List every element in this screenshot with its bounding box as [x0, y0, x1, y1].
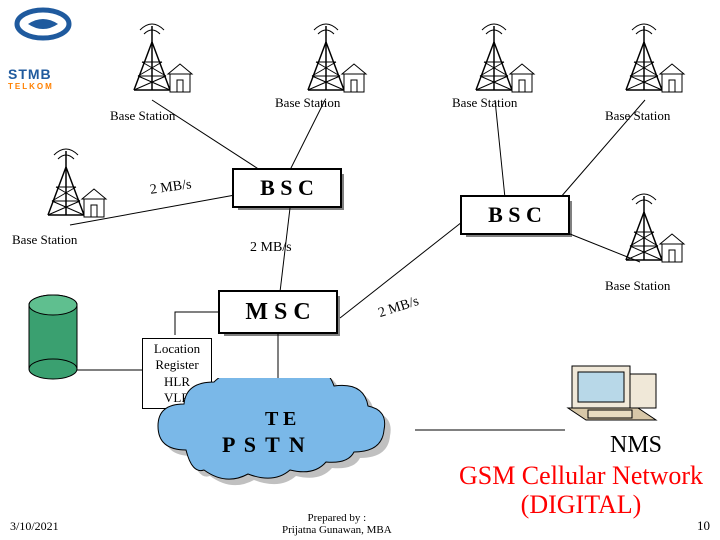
bs-label-2: Base Station — [275, 95, 340, 111]
title-line2: (DIGITAL) — [521, 490, 642, 519]
speed-2: 2 MB/s — [250, 240, 292, 256]
bsc2-text: B S C — [488, 202, 542, 227]
database-icon — [26, 293, 80, 383]
pstn-label: P S T N — [222, 432, 307, 458]
prep-line2: Prijatna Gunawan, MBA — [282, 524, 392, 536]
speed-3: 2 MB/s — [377, 294, 422, 322]
footer-page: 10 — [697, 518, 710, 534]
bsc1-text: B S C — [260, 175, 314, 200]
bs-label-4: Base Station — [605, 108, 670, 124]
logo-text-bottom: TELKOM — [8, 82, 78, 91]
lr-line2: Register — [143, 357, 211, 373]
bs-label-5: Base Station — [12, 232, 77, 248]
bsc-box-2: B S C — [460, 195, 570, 235]
diagram-title: GSM Cellular Network (DIGITAL) — [452, 462, 710, 519]
bs-label-3: Base Station — [452, 95, 517, 111]
te-label: T E — [265, 408, 296, 431]
logo: STMB TELKOM — [8, 6, 78, 91]
nms-computer-icon — [562, 362, 662, 432]
prep-line1: Prepared by : — [308, 512, 367, 524]
msc-text: M S C — [245, 299, 310, 325]
bs-label-1: Base Station — [110, 108, 175, 124]
bsc-box-1: B S C — [232, 168, 342, 208]
base-station-icon-5 — [42, 145, 112, 236]
base-station-icon-6 — [620, 190, 690, 281]
title-line1: GSM Cellular Network — [459, 461, 703, 490]
msc-box: M S C — [218, 290, 338, 334]
footer-prepared: Prepared by : Prijatna Gunawan, MBA — [282, 512, 392, 536]
lr-line1: Location — [143, 341, 211, 357]
nms-label: NMS — [610, 432, 662, 459]
bs-label-6: Base Station — [605, 278, 670, 294]
speed-1: 2 MB/s — [149, 177, 192, 199]
footer-date: 3/10/2021 — [10, 519, 59, 534]
base-station-icon-1 — [128, 20, 198, 111]
logo-text-top: STMB — [8, 66, 78, 82]
base-station-icon-4 — [620, 20, 690, 111]
